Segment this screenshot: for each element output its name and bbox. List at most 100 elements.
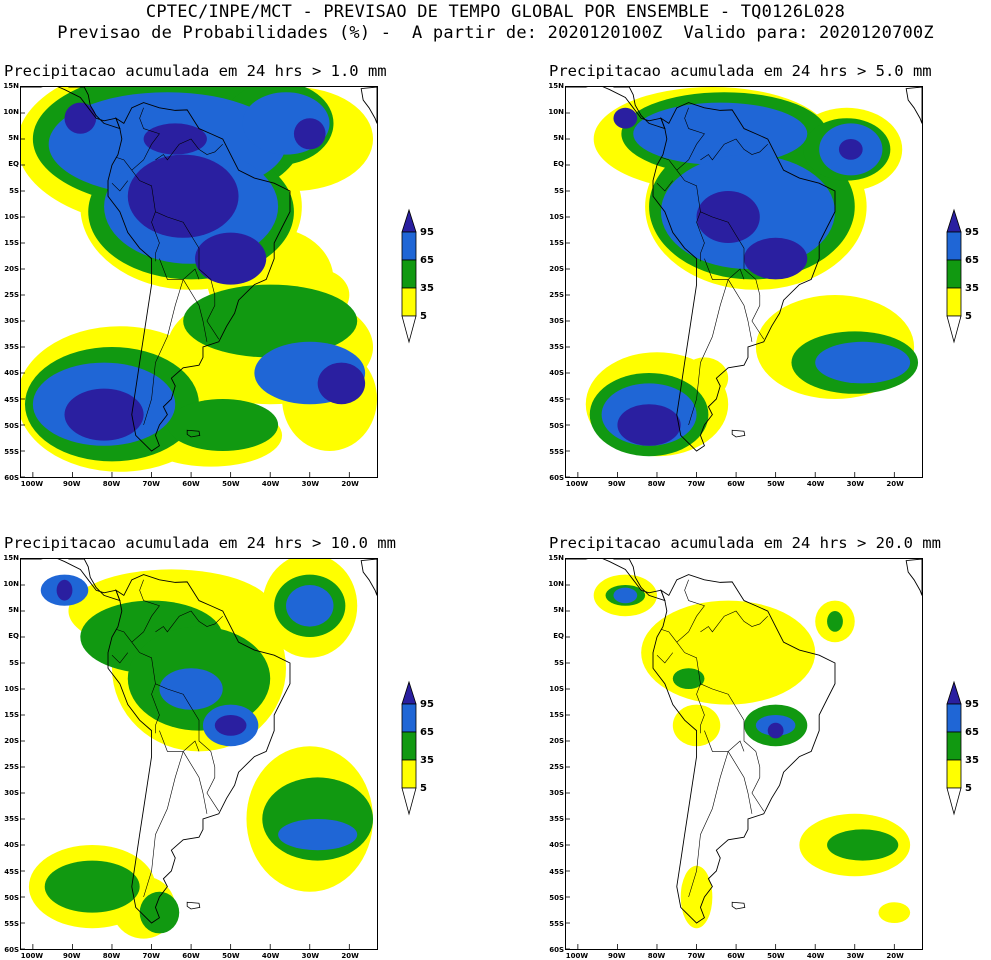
map-frame xyxy=(20,558,378,950)
panel-title: Precipitacao acumulada em 24 hrs > 20.0 … xyxy=(549,534,941,552)
country-border xyxy=(115,628,140,653)
country-border xyxy=(747,792,753,814)
lat-tick-label: 30S xyxy=(4,317,19,326)
lat-tick-label: 55S xyxy=(4,919,19,928)
legend-level-label: 65 xyxy=(965,727,979,738)
lat-tick-label: 45S xyxy=(4,395,19,404)
lat-tick-label: 55S xyxy=(4,447,19,456)
legend-level-label: 35 xyxy=(965,283,979,294)
country-border xyxy=(684,652,765,812)
legend-colorbar xyxy=(401,208,417,344)
lat-tick-label: 30S xyxy=(549,789,564,798)
lat-tick-label: 10S xyxy=(4,684,19,693)
probability-area xyxy=(64,388,144,441)
probability-area xyxy=(139,891,180,934)
probability-area xyxy=(127,154,239,238)
country-border xyxy=(182,279,204,322)
probability-area xyxy=(696,191,760,243)
lat-tick-label: 55S xyxy=(549,919,564,928)
lat-tick-label: 25S xyxy=(549,291,564,300)
lon-tick-label: 90W xyxy=(62,480,81,488)
country-border xyxy=(111,652,129,664)
probability-fields xyxy=(585,87,919,457)
country-border xyxy=(727,279,749,322)
lon-tick-label: 60W xyxy=(182,952,200,960)
lat-tick-label: 15N xyxy=(3,554,19,562)
lon-tick-label: 90W xyxy=(62,952,81,960)
legend-5-box xyxy=(401,759,417,789)
country-border xyxy=(155,138,223,161)
probability-area xyxy=(827,611,843,632)
lat-tick-label: 10S xyxy=(4,212,19,221)
legend-35-box xyxy=(401,259,417,289)
lat-tick-label: EQ xyxy=(553,160,564,169)
lat-tick-label: 50S xyxy=(4,421,19,430)
lat-tick-label: 10S xyxy=(549,684,564,693)
lat-tick-label: 40S xyxy=(549,841,564,850)
probability-area xyxy=(44,860,140,913)
country-border xyxy=(202,320,208,342)
legend-low-arrow xyxy=(946,787,962,816)
lat-tick-label: EQ xyxy=(8,632,19,641)
lat-tick-label: 10S xyxy=(549,212,564,221)
legend-colorbar xyxy=(946,208,962,344)
lat-tick-label: 5N xyxy=(8,606,19,615)
lat-tick-label: 10N xyxy=(3,108,19,117)
legend-65-box xyxy=(401,703,417,733)
country-border xyxy=(151,683,160,734)
probability-area xyxy=(613,107,638,129)
lon-tick-label: 30W xyxy=(846,480,865,488)
lat-tick-label: 10N xyxy=(3,580,19,589)
probability-area xyxy=(878,902,911,923)
legend-colorbar xyxy=(401,680,417,816)
probability-area xyxy=(64,102,97,134)
map-panel-2: Precipitacao acumulada em 24 hrs > 5.0 m… xyxy=(545,62,985,488)
legend-95-arrow xyxy=(946,208,962,233)
legend-level-label: 5 xyxy=(965,783,972,794)
africa-coastline xyxy=(360,559,377,596)
africa-coastline xyxy=(360,87,377,124)
country-border xyxy=(155,610,223,633)
probability-area xyxy=(744,237,808,280)
lon-tick-label: 100W xyxy=(565,480,589,488)
lat-tick-label: 45S xyxy=(4,867,19,876)
color-legend: 95 65 35 5 xyxy=(943,204,983,354)
lat-tick-label: 15S xyxy=(4,710,19,719)
south-america-coastline xyxy=(107,574,291,924)
country-border xyxy=(131,579,160,643)
country-border xyxy=(131,107,160,171)
probability-area xyxy=(286,585,334,627)
lat-tick-label: 5S xyxy=(554,658,564,667)
lon-tick-label: 80W xyxy=(647,952,666,960)
lon-tick-label: 20W xyxy=(886,480,904,488)
central-america-coastline xyxy=(566,559,666,602)
country-border xyxy=(688,751,729,898)
country-border xyxy=(143,751,184,898)
country-border xyxy=(747,320,753,342)
lat-tick-label: 60S xyxy=(4,474,19,482)
legend-95-arrow xyxy=(401,208,417,233)
legend-level-label: 65 xyxy=(965,255,979,266)
lon-tick-label: 30W xyxy=(846,952,865,960)
lat-tick-label: 5N xyxy=(8,134,19,143)
lat-tick-label: 40S xyxy=(4,841,19,850)
south-america-coastline xyxy=(107,102,291,452)
probability-fields xyxy=(593,574,911,929)
falkland-islands xyxy=(731,429,746,438)
falkland-islands xyxy=(186,429,201,438)
lat-tick-label: 15S xyxy=(549,238,564,247)
probability-area xyxy=(167,399,279,451)
lat-tick-label: 50S xyxy=(4,893,19,902)
lon-tick-label: 90W xyxy=(607,952,626,960)
lat-tick-label: 5S xyxy=(9,186,19,195)
lat-tick-label: 5N xyxy=(553,134,564,143)
lat-tick-label: EQ xyxy=(8,160,19,169)
legend-level-label: 35 xyxy=(420,755,434,766)
lat-tick-label: 20S xyxy=(4,736,19,745)
probability-area xyxy=(214,715,247,736)
legend-level-label: 95 xyxy=(965,227,979,238)
map-panel-4: Precipitacao acumulada em 24 hrs > 20.0 … xyxy=(545,534,985,960)
country-border xyxy=(676,579,705,643)
probability-area xyxy=(767,722,784,739)
lon-tick-label: 40W xyxy=(806,480,825,488)
